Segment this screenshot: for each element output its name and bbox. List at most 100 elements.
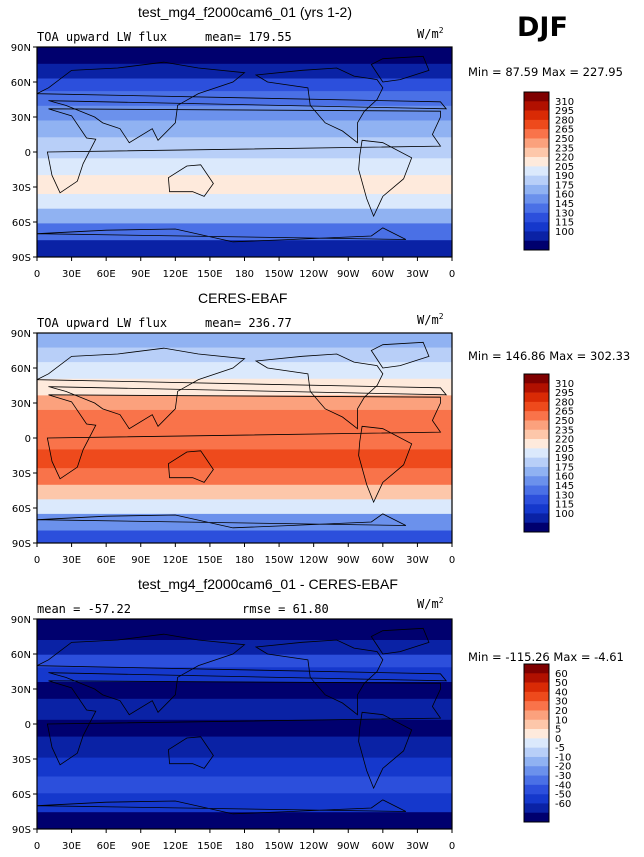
map-band [37, 175, 452, 195]
colorbar-level-label: 265 [555, 407, 574, 418]
x-tick-label: 60E [97, 269, 116, 280]
colorbar-level-label: 295 [555, 388, 574, 399]
units-exp: 2 [438, 596, 444, 605]
colorbar-level-label: 175 [555, 180, 574, 191]
y-tick-label: 0 [25, 720, 31, 731]
colorbar-swatch [524, 448, 549, 458]
map-band [37, 120, 452, 138]
panel2-variable: TOA upward LW flux [37, 316, 168, 330]
units-base: W/m [417, 597, 439, 611]
colorbar-level-label: 130 [555, 208, 574, 219]
x-tick-label: 30E [62, 555, 81, 566]
panel1-colorbar: 3102952802652502352202051901751601451301… [523, 91, 574, 251]
colorbar-swatch [524, 522, 549, 533]
x-tick-label: 0 [34, 269, 40, 280]
panel3-units: W/m2 [417, 596, 444, 611]
colorbar-swatch [524, 719, 549, 730]
colorbar-level-label: 295 [555, 106, 574, 117]
colorbar-swatch [524, 147, 549, 158]
x-tick-label: 120W [299, 269, 328, 280]
colorbar-level-label: -60 [555, 799, 571, 810]
coastline [46, 394, 442, 480]
coastline [254, 353, 384, 430]
panel2-colorbar: 3102952802652502352202051901751601451301… [523, 373, 574, 533]
units-base: W/m [417, 313, 439, 327]
x-tick-label: 120E [163, 269, 188, 280]
colorbar-level-label: 40 [555, 687, 568, 698]
y-tick-label: 30N [11, 113, 31, 124]
coastline [36, 633, 448, 716]
map-band [37, 378, 452, 396]
colorbar-frame [523, 91, 550, 251]
panel3-mean: mean = -57.22 [37, 602, 131, 616]
colorbar-swatch [524, 401, 549, 412]
colorbar-swatch [524, 485, 549, 496]
colorbar-level-label: 175 [555, 462, 574, 473]
y-tick-label: 0 [25, 148, 31, 159]
map-band [37, 757, 452, 777]
coastline [370, 627, 430, 655]
map-band [37, 682, 452, 700]
map-band [37, 513, 452, 532]
y-tick-label: 30S [12, 183, 31, 194]
map-band [37, 240, 452, 258]
panel1-mean: mean= 179.55 [205, 30, 292, 44]
y-tick-label: 0 [25, 434, 31, 445]
colorbar-swatch [524, 784, 549, 795]
map-band [37, 91, 452, 107]
x-tick-label: 0 [449, 269, 455, 280]
coastline [46, 680, 442, 766]
x-tick-label: 30W [406, 269, 429, 280]
x-tick-label: 120E [163, 841, 188, 852]
colorbar-swatch [524, 747, 549, 758]
panel3-title: test_mg4_f2000cam6_01 - CERES-EBAF [138, 576, 398, 592]
x-tick-label: 150E [197, 269, 222, 280]
panel2-mean: mean= 236.77 [205, 316, 292, 330]
map-band [37, 158, 452, 176]
colorbar-swatch [524, 775, 549, 786]
x-tick-label: 150W [265, 555, 294, 566]
coastline [254, 67, 384, 144]
coastline [167, 736, 214, 769]
x-tick-label: 150W [265, 269, 294, 280]
colorbar-frame [523, 373, 550, 533]
colorbar-swatch [524, 794, 549, 804]
x-tick-label: 30E [62, 841, 81, 852]
map-band [37, 449, 452, 469]
panel1-title: test_mg4_f2000cam6_01 (yrs 1-2) [138, 4, 352, 20]
map-band [37, 223, 452, 241]
map-band [37, 640, 452, 656]
colorbar-level-label: 100 [555, 227, 574, 238]
colorbar-level-label: 100 [555, 509, 574, 520]
colorbar-swatch [524, 673, 549, 683]
y-tick-label: 90S [12, 825, 31, 836]
colorbar-level-label: 310 [555, 97, 574, 108]
colorbar-swatch [524, 231, 549, 242]
colorbar-level-label: 220 [555, 435, 574, 446]
x-tick-label: 180 [235, 555, 254, 566]
map-band [37, 428, 452, 450]
coastline [36, 61, 448, 144]
coastline [358, 425, 413, 504]
colorbar-swatch [524, 157, 549, 167]
colorbar-level-label: 220 [555, 153, 574, 164]
x-tick-label: 150W [265, 841, 294, 852]
colorbar-swatch [524, 756, 549, 767]
colorbar-swatch [524, 429, 549, 440]
colorbar-swatch [524, 513, 549, 524]
colorbar-level-label: 60 [555, 669, 568, 680]
colorbar-level-label: 235 [555, 143, 574, 154]
colorbar-level-label: 280 [555, 397, 574, 408]
colorbar-swatch [524, 691, 549, 702]
coastline [167, 450, 214, 483]
y-tick-label: 30S [12, 755, 31, 766]
x-tick-label: 60E [97, 555, 116, 566]
colorbar-swatch [524, 101, 549, 111]
colorbar-swatch [524, 476, 549, 486]
map-band [37, 333, 452, 349]
x-tick-label: 90W [337, 555, 360, 566]
map-band [37, 484, 452, 500]
colorbar-level-label: -20 [555, 762, 571, 773]
colorbar-swatch [524, 110, 549, 121]
